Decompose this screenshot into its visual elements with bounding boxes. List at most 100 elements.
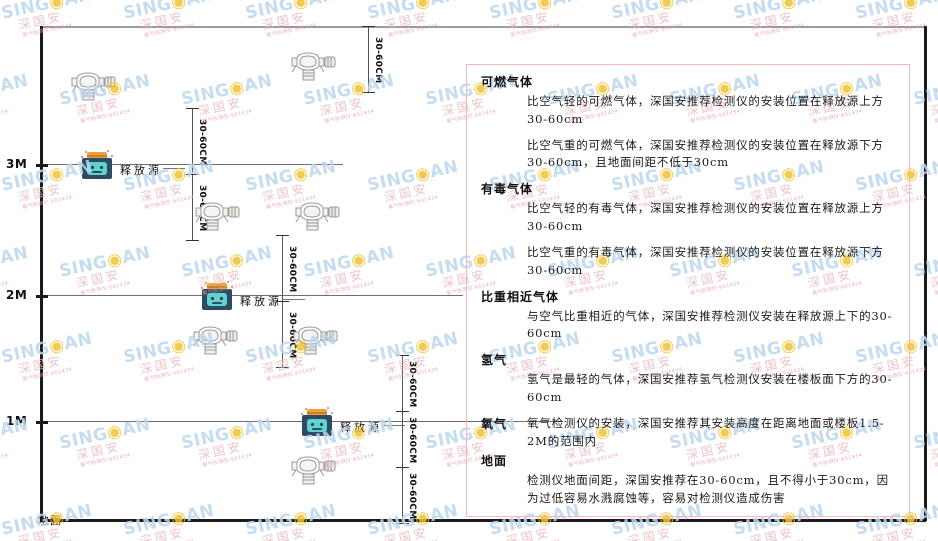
dimension-cap — [186, 108, 199, 109]
panel-section-text: 比空气重的可燃气体，深国安推荐检测仪的安装位置在释放源下方30-60cm，且地面… — [527, 137, 884, 170]
level-label-1m: 1M — [6, 414, 28, 428]
left-wall — [40, 26, 43, 521]
level-label-2m: 2M — [6, 288, 28, 302]
source-eye-left — [311, 423, 314, 426]
panel-section: 地面 检测仪地面间距，深国安推荐在30-60cm，且不得小于30cm，因为过低容易… — [481, 452, 899, 508]
dimension-cap — [362, 26, 375, 27]
dimension-cap — [396, 467, 409, 468]
source-spark — [227, 281, 229, 283]
release-source-icon — [200, 281, 234, 311]
source-spark — [107, 150, 109, 152]
source-screen — [207, 293, 227, 306]
panel-section: 可燃气体比空气轻的可燃气体，深国安推荐检测仪的安装位置在释放源上方30-60cm… — [481, 73, 899, 172]
level-label-3m: 3M — [6, 157, 28, 171]
dimension-cap — [362, 92, 375, 93]
release-source-label: 释放源 — [240, 295, 282, 308]
dimension-label: 30-60CM — [407, 417, 417, 464]
level-tick — [36, 164, 48, 167]
panel-section-text: 与空气比重相近的气体，深国安推荐检测仪安装在释放源上下的30-60cm — [527, 308, 893, 341]
dimension-stack: 30-60CM — [362, 26, 408, 93]
info-panel-content: 可燃气体比空气轻的可燃气体，深国安推荐检测仪的安装位置在释放源上方30-60cm… — [467, 65, 909, 508]
source-spark — [331, 412, 333, 414]
source-spark — [205, 282, 207, 284]
source-spark — [305, 408, 307, 410]
source-spark — [85, 151, 87, 153]
gas-detector-icon — [68, 68, 120, 104]
dimension-label: 30-60CM — [373, 37, 383, 84]
source-mouth — [312, 428, 322, 430]
panel-section-text: 比空气轻的可燃气体，深国安推荐检测仪的安装位置在释放源上方30-60cm — [527, 94, 884, 126]
dimension-label: 30-60CM — [287, 312, 297, 359]
floor-line — [40, 519, 926, 522]
dimension-label: 30-60CM — [197, 119, 207, 166]
source-eye-left — [211, 297, 214, 300]
dimension-cap — [276, 301, 289, 302]
panel-section: 比重相近气体与空气比重相近的气体，深国安推荐检测仪安装在释放源上下的30-60c… — [481, 288, 899, 344]
panel-section-heading: 地面 — [481, 454, 508, 469]
release-source-label: 释放源 — [340, 421, 382, 434]
source-spark — [231, 286, 233, 288]
source-screen — [87, 162, 107, 175]
source-eye-right — [220, 297, 223, 300]
source-cap-band — [87, 155, 107, 157]
panel-section-heading: 有毒气体 — [481, 182, 534, 197]
panel-section-text: 氧气检测仪的安装，深国安推荐其安装高度在距离地面或楼板1.5-2M的范围内 — [527, 415, 885, 448]
source-spark — [111, 155, 113, 157]
release-source-leader — [283, 299, 305, 300]
panel-section: 氧气 氧气检测仪的安装，深国安推荐其安装高度在距离地面或楼板1.5-2M的范围内 — [481, 415, 899, 451]
source-eye-left — [91, 166, 94, 169]
info-panel: 可燃气体比空气轻的可燃气体，深国安推荐检测仪的安装位置在释放源上方30-60cm… — [466, 64, 910, 517]
dimension-cap — [396, 411, 409, 412]
panel-section-text: 比空气重的有毒气体，深国安推荐检测仪的安装位置在释放源下方30-60cm — [527, 244, 884, 277]
release-source-label: 释放源 — [120, 164, 162, 177]
dimension-cap — [276, 235, 289, 236]
source-mouth — [212, 302, 222, 304]
release-source-icon — [80, 150, 114, 180]
release-source-icon — [300, 407, 334, 437]
panel-section-heading: 氢气 — [481, 353, 508, 368]
panel-section-heading: 可燃气体 — [481, 75, 534, 89]
dimension-stack: 30-60CM 30-60CM 30-60CM — [396, 355, 442, 524]
source-spark — [327, 407, 329, 409]
level-line — [43, 295, 463, 296]
source-spark — [81, 156, 83, 158]
ground-label: 地面 — [38, 514, 62, 527]
gas-detector-icon — [288, 452, 340, 488]
source-eye-right — [320, 423, 323, 426]
source-eye-right — [100, 166, 103, 169]
source-spark — [301, 413, 303, 415]
dimension-line — [368, 26, 369, 92]
dimension-cap — [396, 523, 409, 524]
dimension-cap — [396, 355, 409, 356]
dimension-line — [402, 355, 403, 523]
release-source-leader — [163, 168, 185, 169]
ceiling-line — [40, 26, 926, 28]
panel-section: 氢气 氢气是最轻的气体，深国安推荐氢气检测仪安装在楼板面下方的30-60cm — [481, 351, 899, 407]
source-screen — [307, 419, 327, 432]
panel-section: 有毒气体比空气轻的有毒气体，深国安推荐检测仪的安装位置在释放源上方30-60cm… — [481, 180, 899, 279]
panel-section-heading: 比重相近气体 — [481, 289, 560, 304]
gas-detector-icon — [190, 322, 242, 358]
dimension-cap — [186, 174, 199, 175]
level-line — [43, 164, 343, 165]
level-tick — [36, 295, 48, 298]
level-tick — [36, 421, 48, 424]
gas-detector-icon — [288, 48, 340, 84]
panel-section-text: 比空气轻的有毒气体，深国安推荐检测仪的安装位置在释放源上方30-60cm — [527, 201, 884, 234]
panel-section-heading: 氧气 — [481, 416, 508, 431]
gas-detector-icon — [192, 198, 244, 234]
source-cap-band — [207, 286, 227, 288]
source-mouth — [92, 171, 102, 173]
dimension-label: 30-60CM — [287, 246, 297, 293]
